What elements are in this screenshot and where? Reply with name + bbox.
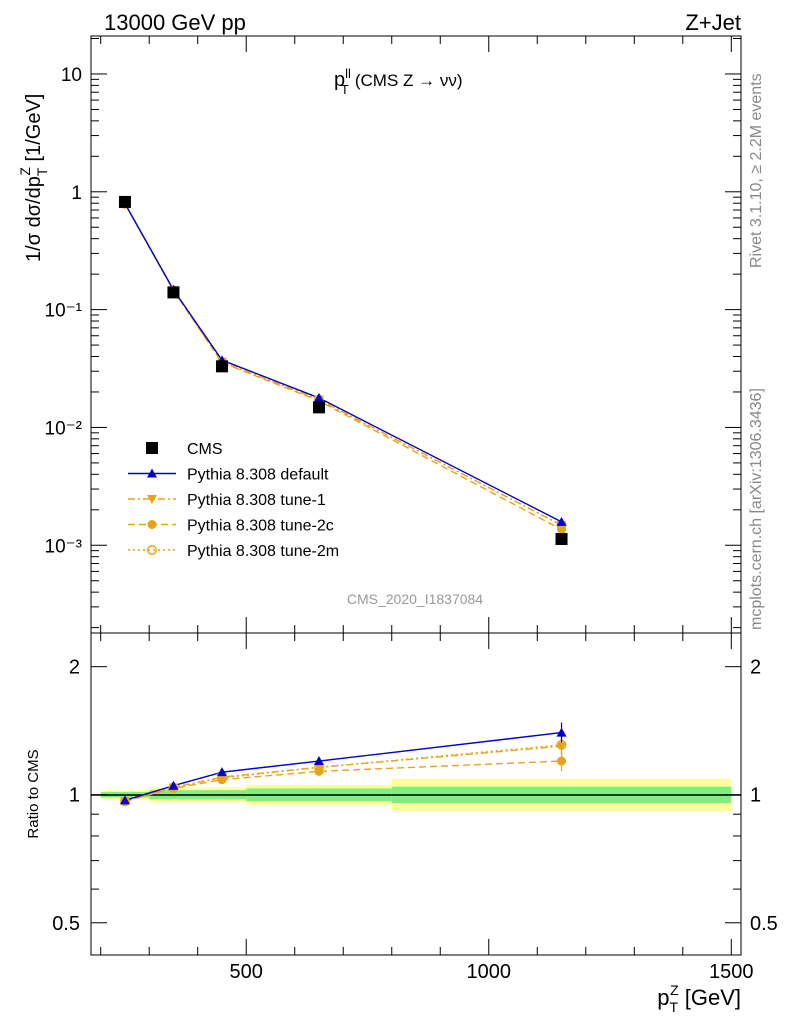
legend-label: Pythia 8.308 tune-2m [187, 543, 339, 560]
legend-label: CMS [187, 441, 223, 458]
legend-label: Pythia 8.308 tune-1 [187, 492, 326, 509]
mcplots-label: mcplots.cern.ch [arXiv:1306.3436] [748, 388, 765, 630]
ratio-y-label: Ratio to CMS [25, 749, 42, 838]
main-y-tick-label: 10 [61, 65, 82, 86]
ratio-series-markers [119, 722, 567, 807]
ylabel-sub: T [34, 167, 50, 176]
data-point [118, 195, 131, 208]
ratio-data-point [168, 780, 179, 790]
ratio-data-point [557, 756, 567, 766]
legend-marker [147, 495, 157, 504]
main-y-tick-label: 10⁻¹ [45, 301, 83, 322]
ratio-y-tick-label-right: 1 [750, 785, 761, 807]
ratio-y-tick-label: 0.5 [52, 913, 80, 935]
ratio-data-point [119, 795, 130, 805]
title-sub: T [341, 82, 349, 97]
title-main: p [334, 69, 345, 91]
ratio-y-tick-label-right: 2 [750, 657, 761, 679]
legend-marker [147, 468, 157, 478]
x-axis-label: pTZ [GeV] [657, 982, 741, 1015]
xlabel-sub: T [670, 999, 679, 1015]
title-sup: ll [345, 66, 351, 81]
ratio-data-point [556, 727, 567, 737]
main-y-tick-label: 10⁻³ [45, 536, 83, 557]
rivet-label: Rivet 3.1.10, ≥ 2.2M events [748, 73, 765, 268]
ratio-y-tick-label-right: 0.5 [750, 913, 778, 935]
main-series-markers [118, 195, 568, 546]
data-point [215, 360, 228, 373]
ratio-panel: 0.5 0.5 1 1 2 2 500 1000 1500 Ratio to CMS pTZ … [25, 632, 778, 1015]
x-tick-label: 500 [230, 961, 263, 983]
chart-title: pll T (CMS Z → νν) [334, 66, 463, 97]
ratio-frame [90, 632, 742, 956]
legend: CMS Pythia 8.308 default Pythia 8.308 tune… [128, 441, 339, 560]
ylabel-pre: 1/σ dσ/dp [23, 176, 45, 262]
ratio-y-tick-labels: 0.5 0.5 1 1 2 2 [52, 657, 778, 935]
legend-marker [146, 442, 158, 454]
main-axis-ticks [91, 36, 741, 633]
x-tick-label: 1000 [467, 961, 512, 983]
ylabel-sup: Z [17, 167, 33, 176]
ratio-data-point [556, 742, 567, 752]
legend-label: Pythia 8.308 tune-2c [187, 518, 334, 535]
legend-label: Pythia 8.308 default [187, 467, 329, 484]
ratio-data-point [313, 756, 324, 766]
xlabel-post: [GeV] [679, 985, 741, 1010]
main-y-label: 1/σ dσ/dpTZ [1/GeV] [17, 94, 50, 262]
header-left: 13000 GeV pp [104, 10, 246, 35]
main-y-tick-label: 10⁻² [45, 418, 83, 439]
ratio-data-point [216, 767, 227, 777]
data-point [313, 392, 324, 402]
legend-marker [147, 520, 157, 529]
main-y-tick-labels: 10⁻³ 10⁻² 10⁻¹ 1 10 [45, 65, 83, 557]
ratio-y-tick-label: 2 [69, 657, 80, 679]
xlabel-main: p [657, 985, 669, 1010]
analysis-watermark: CMS_2020_I1837084 [347, 591, 483, 607]
ratio-data-point [313, 763, 324, 773]
ratio-axis-ticks [91, 633, 741, 955]
ratio-y-tick-label: 1 [69, 785, 80, 807]
title-rest: (CMS Z → νν) [355, 71, 463, 90]
x-tick-label: 1500 [709, 961, 754, 983]
data-point [556, 516, 567, 526]
data-point [312, 401, 325, 414]
x-tick-labels: 500 1000 1500 [230, 961, 754, 983]
legend-marker [147, 545, 157, 555]
data-point [167, 286, 180, 299]
xlabel-sup: Z [670, 982, 679, 998]
data-point [555, 533, 568, 546]
main-y-tick-label: 1 [71, 183, 82, 204]
ylabel-post: [1/GeV] [23, 94, 45, 167]
header-right: Z+Jet [685, 10, 741, 35]
